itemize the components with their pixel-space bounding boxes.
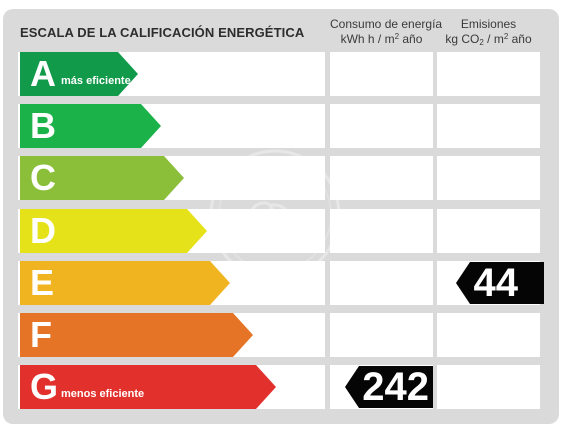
rating-note: más eficiente: [61, 75, 131, 87]
energy-cell: [330, 313, 433, 357]
emissions-cell: [437, 156, 540, 200]
emissions-cell: [437, 209, 540, 253]
rating-letter: G: [30, 366, 59, 407]
logo-watermark-icon: [209, 149, 341, 281]
emissions-column-header: Emisiones kg CO2 / m2 año: [445, 17, 532, 47]
rating-letter: C: [30, 157, 56, 198]
rating-bar-f: F: [20, 313, 253, 357]
emissions-cell: [437, 313, 540, 357]
rating-letter: D: [30, 210, 56, 251]
energy-cell: [330, 104, 433, 148]
emissions-cell: [437, 104, 540, 148]
rating-letter: B: [30, 105, 56, 146]
energy-column-header: Consumo de energía kWh h / m2 año: [330, 17, 443, 46]
rating-bar-b: B: [20, 104, 161, 148]
rating-bar-c: C: [20, 156, 184, 200]
rating-bar-e: E: [20, 261, 230, 305]
rating-bar-d: D: [20, 209, 207, 253]
emissions-cell: [437, 52, 540, 96]
energy-cell: [330, 52, 433, 96]
rating-note: menos eficiente: [61, 388, 145, 400]
energy-cell: [330, 261, 433, 305]
rating-letter: A: [30, 53, 56, 94]
scale-title: ESCALA DE LA CALIFICACIÓN ENERGÉTICA: [20, 25, 305, 40]
energy-rating-badge: 242: [345, 366, 433, 408]
rating-letter: F: [30, 314, 52, 355]
emissions-cell: [437, 365, 540, 409]
rating-letter: E: [30, 262, 55, 303]
emissions-rating-badge: 44: [456, 262, 544, 304]
energy-cell: [330, 156, 433, 200]
energy-cell: [330, 209, 433, 253]
